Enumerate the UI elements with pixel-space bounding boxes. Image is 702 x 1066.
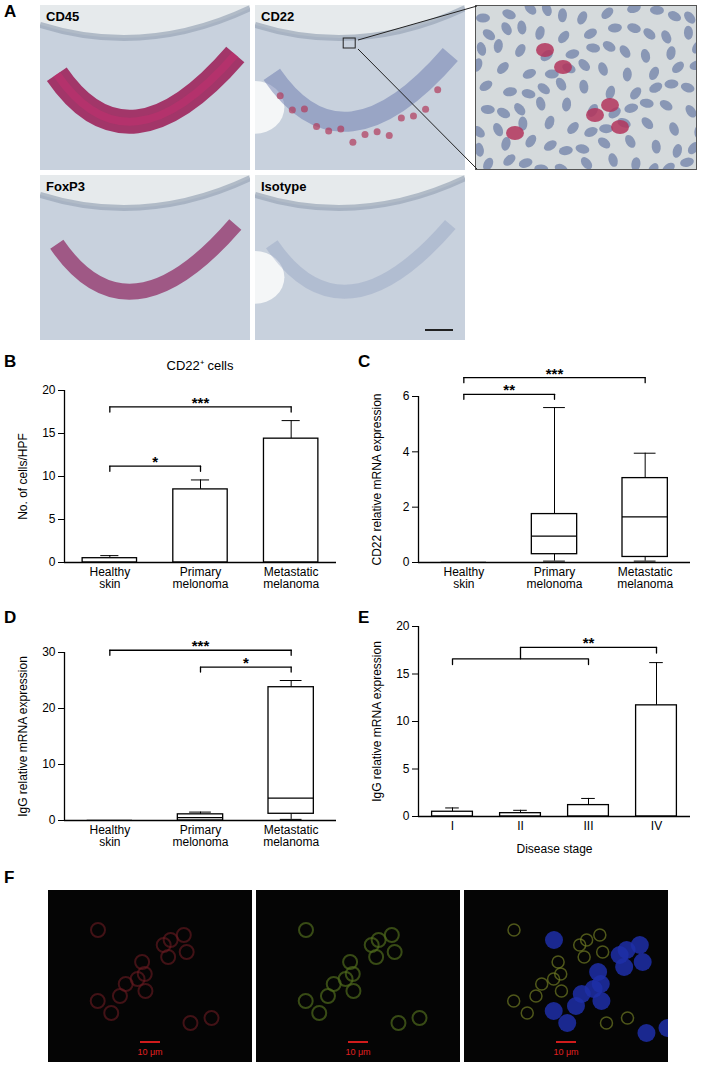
svg-text:CD22: CD22	[261, 9, 294, 24]
svg-text:Metastaticmelanoma: Metastaticmelanoma	[263, 823, 319, 849]
svg-text:20: 20	[42, 701, 56, 715]
svg-text:10 μm: 10 μm	[345, 1047, 370, 1057]
svg-text:I: I	[451, 819, 454, 833]
svg-text:**: **	[583, 634, 595, 651]
svg-text:0: 0	[403, 555, 410, 569]
svg-text:2: 2	[403, 500, 410, 514]
svg-text:20: 20	[396, 619, 410, 633]
svg-text:CD22 relative mRNA expression: CD22 relative mRNA expression	[370, 393, 384, 565]
svg-text:Isotype: Isotype	[261, 179, 307, 194]
svg-text:20: 20	[42, 383, 56, 397]
html-text:C: C	[358, 352, 371, 371]
html-text:D: D	[4, 608, 17, 627]
svg-text:30: 30	[42, 645, 56, 659]
svg-text:IgG relative mRNA expression: IgG relative mRNA expression	[370, 641, 384, 802]
svg-text:III: III	[583, 819, 593, 833]
svg-text:4: 4	[403, 445, 410, 459]
svg-text:6: 6	[403, 389, 410, 403]
html-text:E: E	[358, 608, 370, 627]
svg-text:IV: IV	[651, 819, 662, 833]
svg-text:10: 10	[42, 757, 56, 771]
svg-text:15: 15	[396, 667, 410, 681]
svg-text:0: 0	[403, 809, 410, 823]
svg-text:**: **	[503, 381, 515, 398]
svg-text:CD45: CD45	[46, 9, 79, 24]
svg-text:Metastaticmelanoma: Metastaticmelanoma	[617, 565, 673, 591]
svg-text:0: 0	[49, 813, 56, 827]
html-text:CD22⁺ cells: CD22⁺ cells	[166, 358, 234, 373]
svg-text:Primarymelonoma: Primarymelonoma	[172, 565, 228, 591]
svg-text:*: *	[243, 654, 249, 671]
svg-text:10: 10	[396, 714, 410, 728]
svg-text:*: *	[152, 453, 158, 470]
svg-text:5: 5	[403, 762, 410, 776]
svg-text:0: 0	[49, 555, 56, 569]
svg-text:***: ***	[546, 365, 564, 382]
svg-text:FoxP3: FoxP3	[46, 179, 85, 194]
svg-text:Metastaticmelanoma: Metastaticmelanoma	[263, 565, 319, 591]
svg-text:Disease stage: Disease stage	[516, 842, 592, 856]
svg-text:Primarymelonoma: Primarymelonoma	[172, 823, 228, 849]
svg-text:15: 15	[42, 426, 56, 440]
svg-text:***: ***	[192, 637, 210, 654]
svg-text:10: 10	[42, 469, 56, 483]
svg-text:10 μm: 10 μm	[553, 1047, 578, 1057]
html-text:B: B	[4, 352, 17, 371]
svg-text:***: ***	[192, 394, 210, 411]
svg-text:No. of cells/HPF: No. of cells/HPF	[16, 433, 30, 520]
svg-text:5: 5	[49, 512, 56, 526]
svg-text:Primarymelonoma: Primarymelonoma	[526, 565, 582, 591]
svg-text:Healthyskin: Healthyskin	[443, 565, 484, 591]
svg-text:Healthyskin: Healthyskin	[89, 823, 130, 849]
svg-text:Healthyskin: Healthyskin	[89, 565, 130, 591]
svg-text:II: II	[517, 819, 524, 833]
html-text:F: F	[4, 868, 15, 887]
html-text:A: A	[4, 2, 17, 21]
svg-text:IgG relative mRNA expression: IgG relative mRNA expression	[16, 656, 30, 817]
svg-text:10 μm: 10 μm	[137, 1047, 162, 1057]
